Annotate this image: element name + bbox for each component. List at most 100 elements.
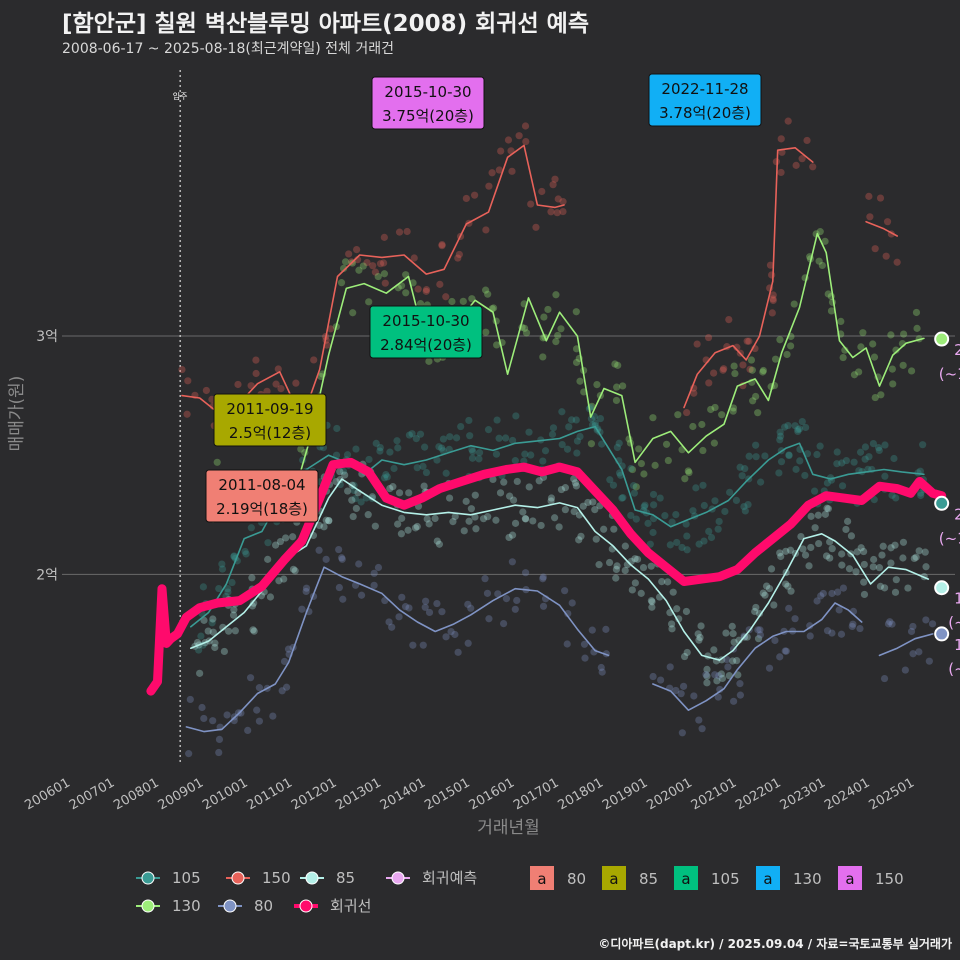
- transaction-dot: [215, 748, 223, 757]
- transaction-dot: [656, 494, 664, 502]
- transaction-dot: [468, 445, 476, 454]
- transaction-dot: [576, 377, 584, 385]
- transaction-dot: [806, 622, 814, 630]
- transaction-dot: [241, 547, 249, 556]
- transaction-dot: [310, 356, 318, 364]
- transaction-dot: [856, 624, 864, 633]
- transaction-dot: [628, 586, 636, 594]
- transaction-dot: [344, 487, 352, 495]
- end-point-marker: [934, 331, 950, 347]
- end-area-label: (~85㎡): [948, 614, 960, 632]
- x-tick-label: 202301: [778, 775, 828, 813]
- transaction-dot: [770, 601, 778, 609]
- transaction-dot: [912, 308, 921, 317]
- transaction-dot: [438, 241, 446, 249]
- transaction-dot: [409, 641, 417, 649]
- transaction-dot: [844, 517, 852, 525]
- transaction-dot: [349, 309, 357, 317]
- legend-box-key: [674, 866, 698, 890]
- transaction-dot: [741, 465, 749, 473]
- transaction-dot: [322, 516, 330, 524]
- transaction-dot: [707, 405, 715, 414]
- transaction-dot: [776, 549, 784, 557]
- transaction-dot: [850, 458, 858, 466]
- transaction-dot: [790, 300, 798, 308]
- chart-subtitle: 2008-06-17 ~ 2025-08-18(최근계약일) 전체 거래건: [62, 41, 394, 57]
- transaction-dot: [682, 607, 691, 616]
- transaction-dot: [598, 668, 606, 676]
- transaction-dot: [743, 337, 751, 345]
- transaction-dot: [839, 353, 847, 362]
- transaction-dot: [357, 591, 366, 599]
- x-tick-label: 201501: [422, 775, 472, 813]
- transaction-dot: [213, 458, 221, 466]
- transaction-dot: [215, 735, 224, 743]
- transaction-dot: [917, 491, 925, 500]
- transaction-dot: [728, 622, 736, 630]
- transaction-dot: [435, 443, 443, 451]
- transaction-dot: [828, 545, 836, 553]
- transaction-dot: [641, 501, 649, 509]
- transaction-dot: [690, 389, 698, 397]
- transaction-dot: [871, 245, 879, 253]
- transaction-dot: [748, 366, 756, 374]
- transaction-dot: [612, 574, 620, 582]
- legend-box-glyph: a: [537, 870, 546, 888]
- transaction-dot: [733, 657, 741, 665]
- transaction-dot: [280, 575, 288, 583]
- transaction-dot: [860, 547, 868, 556]
- transaction-dot: [339, 595, 347, 603]
- transaction-dot: [833, 448, 841, 456]
- transaction-dot: [860, 590, 869, 599]
- transaction-dot: [801, 551, 810, 559]
- transaction-dot: [922, 616, 930, 624]
- transaction-dot: [539, 575, 547, 583]
- transaction-dot: [567, 416, 576, 424]
- transaction-dot: [650, 501, 658, 509]
- transaction-dot: [369, 262, 377, 270]
- transaction-dot: [248, 574, 256, 582]
- transaction-dot: [861, 455, 869, 463]
- transaction-dot: [551, 175, 559, 183]
- transaction-dot: [718, 674, 727, 683]
- transaction-dot: [882, 252, 890, 260]
- transaction-dot: [667, 620, 676, 628]
- transaction-dot: [496, 489, 505, 497]
- transaction-dot: [529, 517, 537, 525]
- transaction-dot: [551, 514, 559, 522]
- transaction-dot: [736, 680, 744, 688]
- transaction-dot: [810, 487, 819, 495]
- transaction-dot: [521, 569, 530, 577]
- transaction-dot: [558, 440, 566, 449]
- transaction-dot: [497, 147, 505, 155]
- transaction-dot: [464, 639, 472, 647]
- end-value-label: 17,500: [954, 636, 960, 654]
- transaction-dot: [782, 580, 790, 588]
- transaction-dot: [768, 309, 776, 317]
- transaction-dot: [823, 479, 832, 487]
- transaction-dot: [383, 473, 391, 481]
- series-line-150: [683, 147, 814, 409]
- transaction-dot: [244, 726, 252, 734]
- transaction-dot: [425, 357, 433, 365]
- transaction-dot: [422, 286, 431, 294]
- transaction-dot: [253, 706, 261, 714]
- legend-box-glyph: a: [845, 870, 854, 888]
- transaction-dot: [818, 261, 826, 270]
- transaction-dot: [856, 448, 865, 456]
- transaction-dot: [483, 589, 492, 597]
- transaction-dot: [815, 257, 823, 265]
- transaction-dot: [457, 422, 465, 431]
- transaction-dot: [527, 451, 535, 459]
- transaction-dot: [816, 442, 824, 450]
- transaction-dot: [572, 358, 581, 367]
- transaction-dot: [557, 485, 566, 494]
- transaction-dot: [718, 411, 726, 419]
- transaction-dot: [552, 338, 560, 346]
- transaction-dot: [512, 412, 520, 420]
- transaction-dot: [681, 475, 689, 483]
- transaction-dot: [234, 380, 242, 389]
- chart-title: [함안군] 칠원 벽산블루밍 아파트(2008) 회귀선 예측: [62, 11, 589, 37]
- transaction-dot: [865, 453, 873, 461]
- transaction-dot: [817, 592, 825, 600]
